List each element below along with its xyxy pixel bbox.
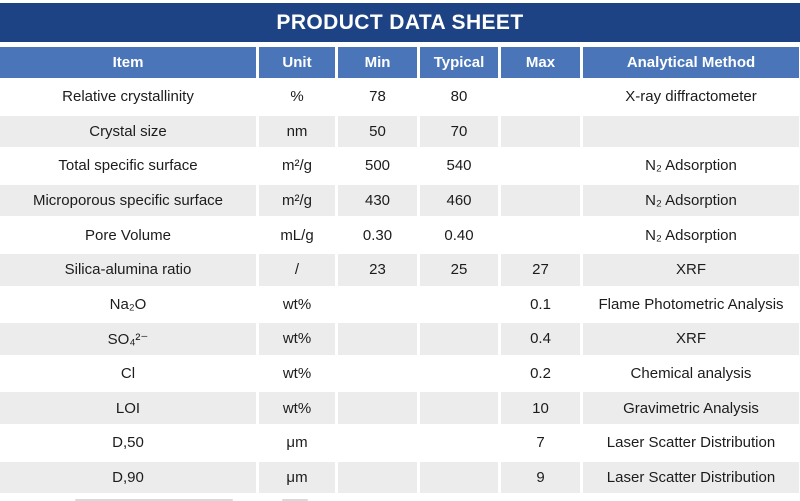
- clipped-text-fragment: [75, 499, 233, 501]
- cell-min: 500: [338, 150, 417, 182]
- data-sheet-table: Item Unit Min Typical Max Analytical Met…: [0, 47, 800, 501]
- cell-item: Pore Volume: [0, 219, 256, 251]
- cell-min: [338, 357, 417, 390]
- cell-min: [338, 392, 417, 424]
- cell-max: 0.2: [501, 357, 580, 390]
- cell-unit: wt%: [259, 357, 335, 390]
- cell-min: [338, 461, 417, 494]
- col-header-method: Analytical Method: [583, 47, 799, 78]
- col-header-max: Max: [501, 47, 580, 78]
- cell-typical: 25: [420, 253, 498, 286]
- cell-method: Laser Scatter Distribution: [583, 461, 799, 494]
- cell-unit: μm: [259, 426, 335, 459]
- cell-min: [338, 426, 417, 459]
- cell-typical: [420, 357, 498, 390]
- cell-typical: [420, 323, 498, 355]
- cell-method: Flame Photometric Analysis: [583, 288, 799, 321]
- cell-item: Total specific surface: [0, 150, 256, 182]
- clipped-text-fragment: [282, 499, 308, 501]
- cell-typical: 0.40: [420, 219, 498, 251]
- cell-typical: [420, 461, 498, 494]
- cell-method: Laser Scatter Distribution: [583, 426, 799, 459]
- cell-max: [501, 81, 580, 113]
- cell-method: N₂ Adsorption: [583, 150, 799, 182]
- cell-min: 430: [338, 184, 417, 217]
- cell-min: [338, 288, 417, 321]
- cell-unit: m²/g: [259, 184, 335, 217]
- cell-min: 0.30: [338, 219, 417, 251]
- cell-method: N₂ Adsorption: [583, 184, 799, 217]
- cell-typical: 80: [420, 81, 498, 113]
- cell-unit: nm: [259, 115, 335, 148]
- cell-method: X-ray diffractometer: [583, 81, 799, 113]
- cell-max: [501, 219, 580, 251]
- cell-item: Crystal size: [0, 115, 256, 148]
- page-title: PRODUCT DATA SHEET: [276, 10, 524, 34]
- col-header-typical: Typical: [420, 47, 498, 78]
- cell-unit: wt%: [259, 323, 335, 355]
- cell-item: Silica-alumina ratio: [0, 253, 256, 286]
- cell-max: [501, 184, 580, 217]
- cell-min: [338, 323, 417, 355]
- cell-typical: 540: [420, 150, 498, 182]
- cell-item: LOI: [0, 392, 256, 424]
- cell-unit: m²/g: [259, 150, 335, 182]
- cell-item: D,90: [0, 461, 256, 494]
- cell-max: 0.4: [501, 323, 580, 355]
- cell-max: [501, 115, 580, 148]
- col-header-min: Min: [338, 47, 417, 78]
- cell-item: Microporous specific surface: [0, 184, 256, 217]
- cell-unit: %: [259, 81, 335, 113]
- cell-max: 9: [501, 461, 580, 494]
- cell-unit: μm: [259, 461, 335, 494]
- cell-max: 10: [501, 392, 580, 424]
- cell-item: Cl: [0, 357, 256, 390]
- cell-typical: [420, 392, 498, 424]
- cell-item: D,50: [0, 426, 256, 459]
- cell-method: Chemical analysis: [583, 357, 799, 390]
- cell-typical: 70: [420, 115, 498, 148]
- cell-typical: [420, 426, 498, 459]
- cell-method: N₂ Adsorption: [583, 219, 799, 251]
- cell-typical: 460: [420, 184, 498, 217]
- cell-item: Na₂O: [0, 288, 256, 321]
- cell-method: [583, 115, 799, 148]
- cell-min: 50: [338, 115, 417, 148]
- cell-unit: wt%: [259, 288, 335, 321]
- cell-max: 0.1: [501, 288, 580, 321]
- cell-unit: /: [259, 253, 335, 286]
- cell-method: Gravimetric Analysis: [583, 392, 799, 424]
- cell-item: Relative crystallinity: [0, 81, 256, 113]
- cell-typical: [420, 288, 498, 321]
- clipped-next-row: [0, 496, 799, 501]
- cell-unit: mL/g: [259, 219, 335, 251]
- cell-unit: wt%: [259, 392, 335, 424]
- cell-method: XRF: [583, 323, 799, 355]
- cell-min: 78: [338, 81, 417, 113]
- cell-item: SO₄²⁻: [0, 323, 256, 355]
- col-header-item: Item: [0, 47, 256, 78]
- cell-method: XRF: [583, 253, 799, 286]
- cell-max: 7: [501, 426, 580, 459]
- col-header-unit: Unit: [259, 47, 335, 78]
- cell-max: 27: [501, 253, 580, 286]
- title-bar: PRODUCT DATA SHEET: [0, 3, 800, 42]
- cell-min: 23: [338, 253, 417, 286]
- cell-max: [501, 150, 580, 182]
